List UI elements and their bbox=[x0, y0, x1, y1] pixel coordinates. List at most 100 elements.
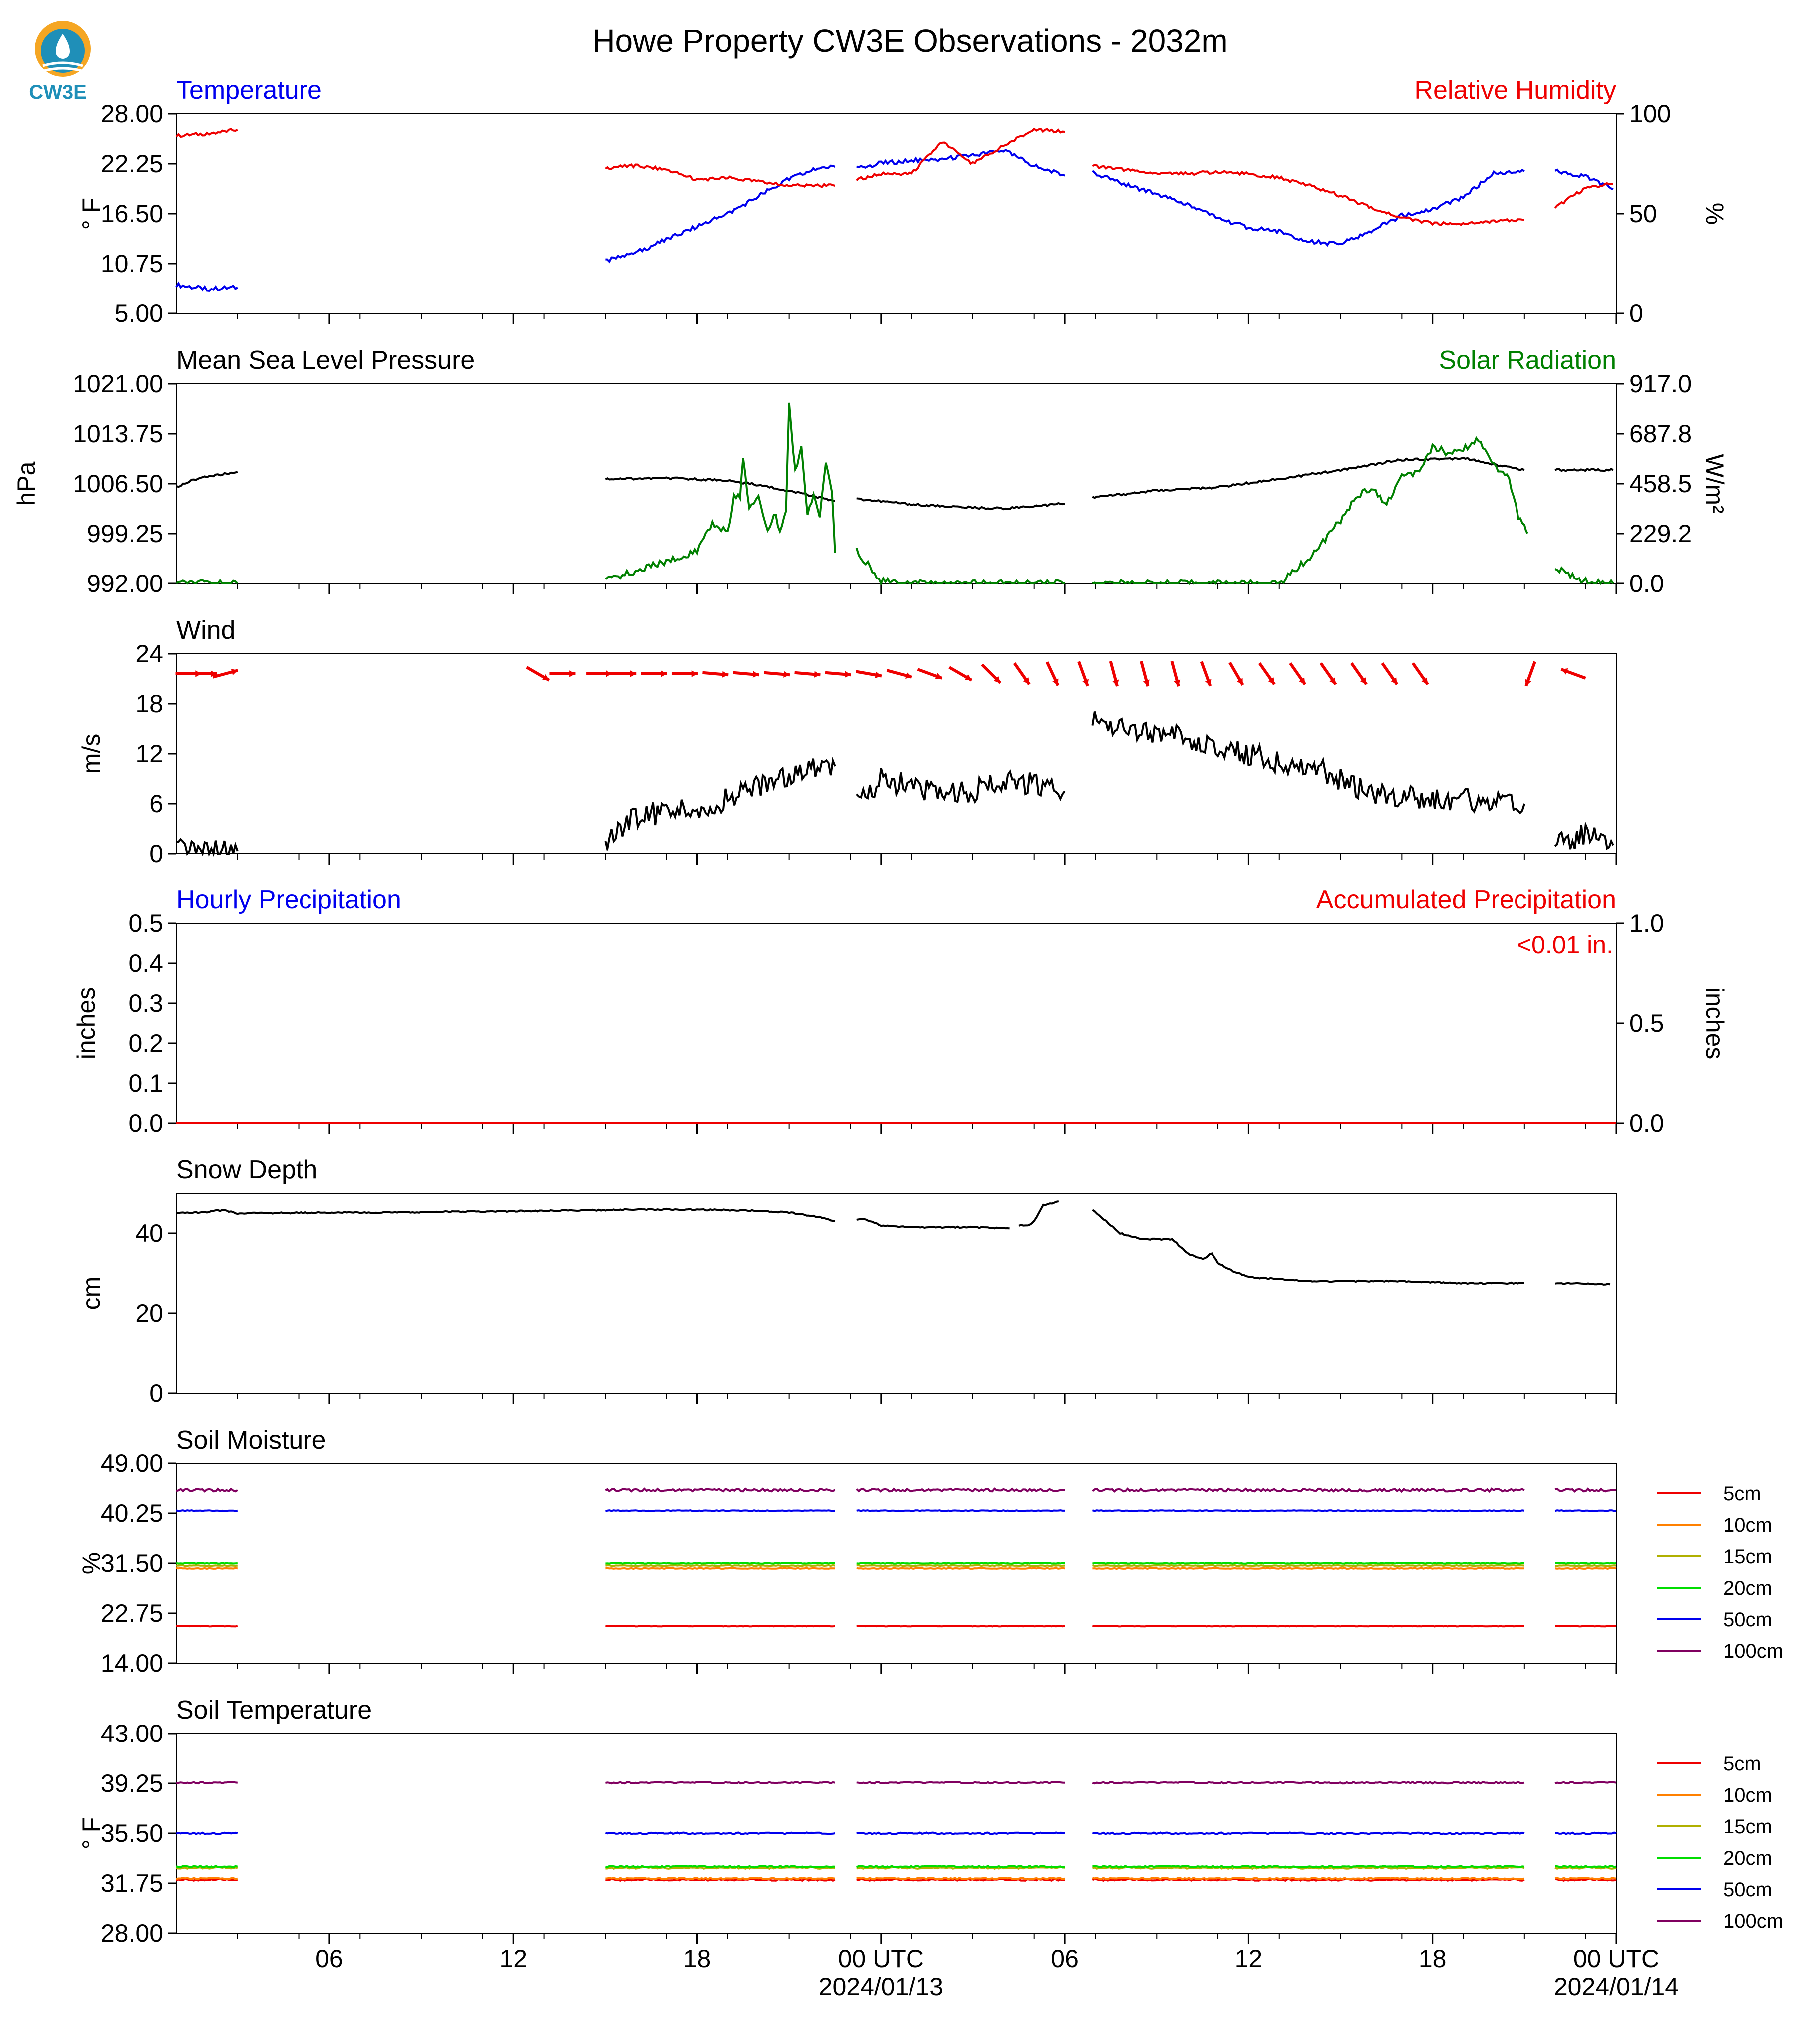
soil-level-line bbox=[1554, 1487, 1617, 1493]
wind-arrow-head bbox=[1298, 677, 1305, 685]
y-tick-label: 6 bbox=[149, 790, 163, 818]
soil-level-line bbox=[856, 1877, 1065, 1881]
wind-arrow-head bbox=[752, 671, 759, 678]
panel-title-right: Relative Humidity bbox=[1414, 76, 1616, 105]
y-tick-label: 10.75 bbox=[101, 250, 163, 278]
y-axis-label-right: inches bbox=[1701, 987, 1729, 1060]
x-tick-label: 18 bbox=[1419, 1945, 1447, 1973]
precipitation-panel: 0.5 0.4 0.3 0.2 0.1 0.0 1.0 0.5 0.0 Hourly Precip… bbox=[72, 885, 1729, 1137]
y-tick-label: 5.00 bbox=[115, 299, 163, 327]
legend-label: 20cm bbox=[1723, 1577, 1772, 1599]
x-tick-label: 00 UTC bbox=[838, 1945, 924, 1973]
y-tick-label: 49.00 bbox=[101, 1449, 163, 1477]
soil-level-line bbox=[605, 1831, 836, 1835]
panel-title: Soil Temperature bbox=[176, 1696, 372, 1725]
soil-level-line bbox=[856, 1781, 1065, 1785]
series-line bbox=[175, 128, 238, 138]
soil-moisture-panel: 49.00 40.25 31.50 22.75 14.00 Soil Moisture% 5… bbox=[77, 1426, 1783, 1677]
figure-title: Howe Property CW3E Observations - 2032m bbox=[592, 23, 1227, 59]
y-tick-label: 12 bbox=[135, 740, 163, 768]
wind-arrow-head bbox=[905, 672, 912, 679]
soil-level-line bbox=[1555, 1864, 1617, 1869]
y-tick-label: 28.00 bbox=[101, 100, 163, 128]
pressure-solar-panel: 1021.00 1013.75 1006.50 999.25 992.00 917.0 68… bbox=[12, 346, 1729, 597]
wind-arrow-head bbox=[1082, 679, 1089, 686]
soil-level-line bbox=[1092, 1878, 1525, 1882]
y-tick-label: 39.25 bbox=[101, 1769, 163, 1797]
x-tick-label: 06 bbox=[315, 1945, 343, 1973]
precip-total-annotation: <0.01 in. bbox=[1517, 931, 1613, 959]
x-date-label: 2024/01/14 bbox=[1554, 1973, 1679, 2001]
series-line bbox=[1091, 711, 1525, 815]
series-line bbox=[1092, 164, 1524, 226]
legend-label: 100cm bbox=[1723, 1910, 1783, 1932]
soil-level-line bbox=[1092, 1831, 1525, 1835]
x-tick-label: 18 bbox=[683, 1945, 711, 1973]
snow-depth-panel: 40 20 0 Snow Depth cm bbox=[77, 1156, 1617, 1407]
plot-area bbox=[176, 1487, 1617, 1628]
wind-arrow-head bbox=[1112, 679, 1119, 687]
soil-level-line bbox=[1092, 1487, 1525, 1493]
series-line bbox=[176, 838, 239, 858]
series-line bbox=[605, 163, 836, 188]
legend-label: 15cm bbox=[1723, 1546, 1772, 1568]
y-right-tick-label: 229.2 bbox=[1629, 520, 1692, 548]
plot-frame bbox=[176, 923, 1617, 1124]
soil-level-line bbox=[856, 1509, 1065, 1512]
y-tick-label: 0 bbox=[149, 1379, 163, 1407]
soil-level-line bbox=[176, 1487, 238, 1493]
soil-level-line bbox=[176, 1567, 238, 1570]
plot-area bbox=[175, 127, 1614, 292]
series-line bbox=[856, 127, 1065, 181]
x-tick-label: 12 bbox=[1235, 1945, 1263, 1973]
soil-level-line bbox=[176, 1564, 238, 1567]
soil-level-line bbox=[605, 1567, 835, 1570]
y-axis-label-right: W/m² bbox=[1701, 454, 1729, 513]
soil-level-line bbox=[1092, 1780, 1525, 1785]
panel-title: Wind bbox=[176, 616, 235, 645]
soil-level-line bbox=[1554, 1567, 1617, 1570]
logo-drop-icon bbox=[56, 34, 70, 59]
soil-level-line bbox=[605, 1564, 836, 1567]
soil-level-line bbox=[605, 1509, 835, 1512]
series-line bbox=[1092, 436, 1528, 585]
plot-frame bbox=[176, 1193, 1617, 1394]
series-line bbox=[1018, 1200, 1059, 1227]
y-right-tick-label: 458.5 bbox=[1629, 470, 1692, 498]
x-date-label: 2024/01/13 bbox=[819, 1973, 943, 2001]
panel-title: Temperature bbox=[176, 76, 322, 105]
y-axis-label: ° F bbox=[77, 198, 105, 230]
wind-arrow-head bbox=[542, 674, 549, 680]
soil-level-line bbox=[176, 1781, 238, 1785]
y-tick-label: 14.00 bbox=[101, 1649, 163, 1677]
y-tick-label: 28.00 bbox=[101, 1919, 163, 1947]
wind-arrow-head bbox=[1236, 678, 1243, 685]
y-axis-label: hPa bbox=[12, 461, 40, 506]
legend-label: 20cm bbox=[1723, 1847, 1772, 1869]
x-tick-label: 00 UTC bbox=[1573, 1945, 1659, 1973]
soil-level-line bbox=[605, 1864, 835, 1869]
logo-text: CW3E bbox=[29, 81, 87, 103]
plot-area bbox=[175, 661, 1614, 858]
wind-arrow-head bbox=[1561, 668, 1568, 675]
y-tick-label: 18 bbox=[135, 690, 163, 718]
y-tick-label: 999.25 bbox=[87, 520, 163, 548]
wind-arrow-head bbox=[1391, 677, 1397, 685]
series-line bbox=[176, 579, 239, 585]
legend-label: 5cm bbox=[1723, 1483, 1761, 1505]
series-line bbox=[605, 476, 835, 502]
soil-level-line bbox=[856, 1567, 1065, 1570]
y-tick-label: 43.00 bbox=[101, 1720, 163, 1747]
y-right-tick-label: 100 bbox=[1629, 100, 1671, 128]
wind-arrow-head bbox=[606, 670, 612, 677]
y-tick-label: 992.00 bbox=[87, 570, 163, 597]
logo-wave-icon bbox=[42, 61, 83, 67]
y-tick-label: 0.5 bbox=[128, 909, 163, 937]
wind-arrow-head bbox=[814, 671, 821, 678]
y-axis-label: ° F bbox=[77, 1817, 105, 1849]
soil-level-line bbox=[1092, 1864, 1525, 1869]
soil-level-line bbox=[1554, 1831, 1617, 1835]
series-line bbox=[1554, 566, 1614, 585]
